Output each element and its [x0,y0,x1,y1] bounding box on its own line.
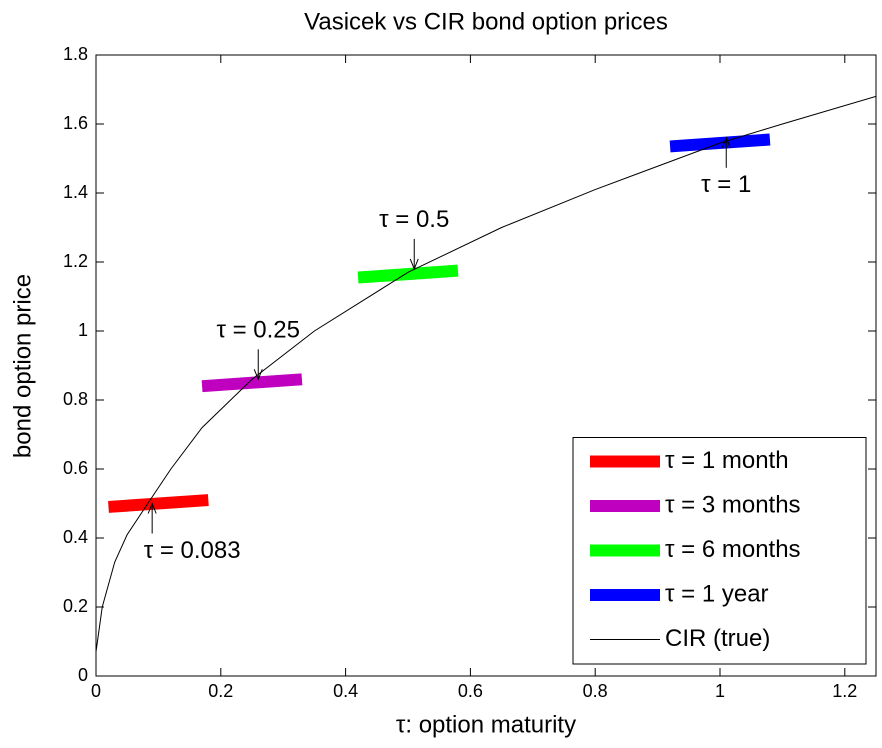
annotation-text: τ = 0.5 [379,206,449,233]
annotation-text: τ = 1 [701,171,751,198]
x-tick-label: 1.2 [832,681,857,701]
x-tick-label: 1 [715,681,725,701]
plot-frame [95,54,877,677]
series-line [201,373,303,393]
annotation-arrowhead [147,502,157,514]
annotation-arrowhead [721,136,731,148]
x-axis-label: τ: option maturity [396,711,576,738]
y-tick-label: 1.6 [63,113,88,133]
x-tick-label: 0 [91,681,101,701]
chart-title: Vasicek vs CIR bond option prices [304,8,668,35]
series-line [357,264,459,284]
series-line [96,95,876,652]
x-tick-label: 0.8 [583,681,608,701]
annotation-arrowhead [409,258,419,271]
y-tick-label: 0.6 [63,458,88,478]
annotation-text: τ = 0.083 [144,537,241,564]
annotation-arrowhead [253,369,263,381]
y-tick-label: 0 [78,665,88,685]
legend-label: τ = 6 months [665,536,801,563]
y-tick-label: 1.8 [63,44,88,64]
y-tick-label: 0.2 [63,596,88,616]
x-tick-label: 0.4 [333,681,358,701]
x-tick-label: 0.2 [208,681,233,701]
series-line [108,494,209,513]
y-axis-label: bond option price [9,274,36,458]
legend-label: τ = 1 year [665,580,769,607]
legend-label: τ = 3 months [665,491,801,518]
y-tick-label: 1.4 [63,182,88,202]
legend-label: CIR (true) [665,625,770,652]
y-tick-label: 0.4 [63,527,88,547]
annotation-text: τ = 0.25 [216,317,300,344]
y-tick-label: 0.8 [63,389,88,409]
y-tick-label: 1 [78,320,88,340]
y-tick-label: 1.2 [63,251,88,271]
legend-label: τ = 1 month [665,447,789,474]
x-tick-label: 0.6 [458,681,483,701]
